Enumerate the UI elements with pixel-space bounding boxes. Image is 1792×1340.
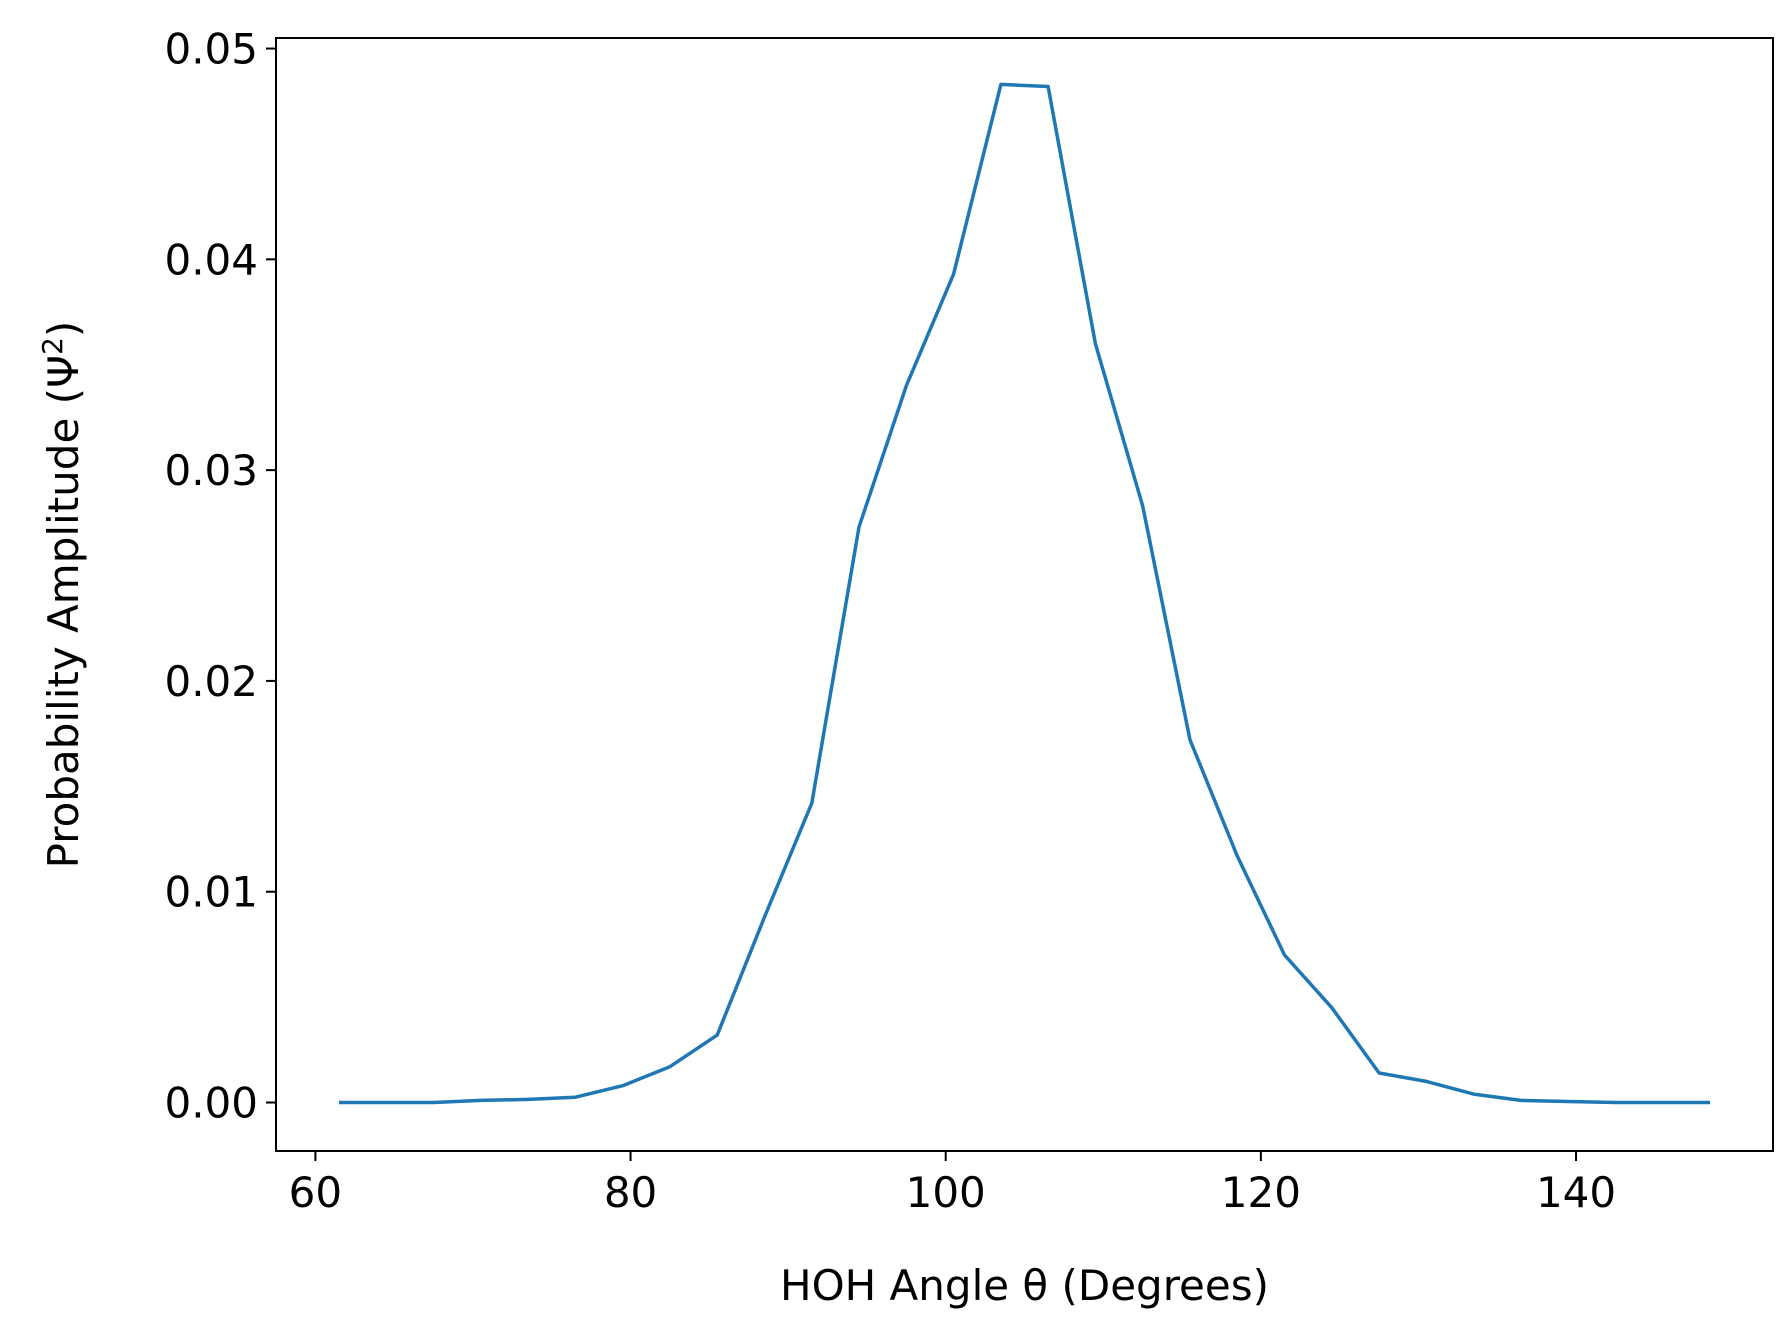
y-tick-label: 0.05 [164, 25, 258, 74]
y-axis: 0.00 0.01 0.02 0.03 0.04 0.05 [164, 25, 276, 1128]
y-axis-label-suffix: ) [39, 321, 88, 337]
x-axis-label: HOH Angle θ (Degrees) [780, 1261, 1269, 1310]
y-tick-label: 0.00 [164, 1079, 258, 1128]
x-tick-label: 100 [906, 1168, 986, 1217]
x-tick-label: 60 [289, 1168, 342, 1217]
x-tick-label: 120 [1221, 1168, 1301, 1217]
y-axis-label-prefix: Probability Amplitude (Ψ [39, 355, 88, 868]
y-tick-label: 0.04 [164, 235, 258, 284]
x-tick-label: 80 [604, 1168, 657, 1217]
y-axis-label: Probability Amplitude (Ψ2) [36, 321, 88, 869]
y-tick-label: 0.02 [164, 657, 258, 706]
x-axis: 60 80 100 120 140 [289, 1151, 1616, 1217]
y-tick-label: 0.03 [164, 446, 258, 495]
x-tick-label: 140 [1536, 1168, 1616, 1217]
series-line [339, 82, 1710, 1105]
plot-area-frame [275, 37, 1774, 1152]
y-tick-label: 0.01 [164, 868, 258, 917]
y-axis-label-superscript: 2 [36, 337, 69, 355]
